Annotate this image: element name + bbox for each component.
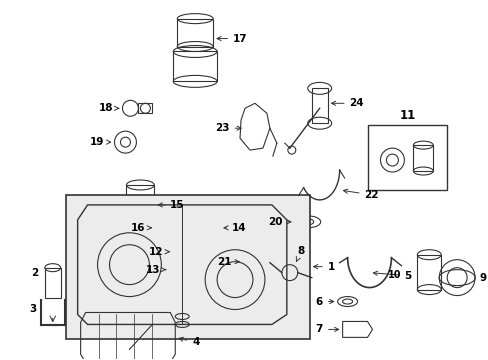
Bar (416, 255, 440, 289)
Text: 5: 5 (373, 271, 411, 281)
Text: 13: 13 (145, 265, 165, 275)
Text: 24: 24 (331, 98, 364, 108)
Text: 16: 16 (130, 223, 151, 233)
Text: 8: 8 (296, 246, 305, 261)
Text: 18: 18 (99, 103, 119, 113)
Bar (311, 88, 327, 123)
Text: 9: 9 (478, 273, 485, 283)
Bar (173, 51, 217, 81)
Text: 10: 10 (387, 270, 401, 280)
Bar (412, 145, 432, 171)
Text: 15: 15 (158, 200, 184, 210)
Text: 12: 12 (148, 247, 169, 257)
Text: 2: 2 (31, 267, 39, 278)
Text: 6: 6 (315, 297, 333, 306)
Bar (65, 195, 309, 339)
Text: 20: 20 (267, 217, 290, 227)
Text: 11: 11 (398, 109, 415, 122)
Bar (126, 185, 154, 225)
Text: 4: 4 (179, 337, 199, 347)
Bar (177, 19, 213, 46)
Text: 17: 17 (217, 33, 247, 44)
Text: 21: 21 (217, 257, 239, 267)
Bar (45, 268, 61, 298)
Bar (186, 249, 196, 255)
Text: 1: 1 (313, 262, 334, 272)
Text: 23: 23 (215, 123, 241, 133)
Text: 22: 22 (343, 189, 378, 200)
Bar (367, 125, 447, 190)
Bar (138, 103, 152, 113)
Text: 19: 19 (89, 137, 110, 147)
Text: 7: 7 (315, 324, 338, 334)
Text: 14: 14 (224, 223, 246, 233)
Text: 3: 3 (29, 305, 37, 315)
